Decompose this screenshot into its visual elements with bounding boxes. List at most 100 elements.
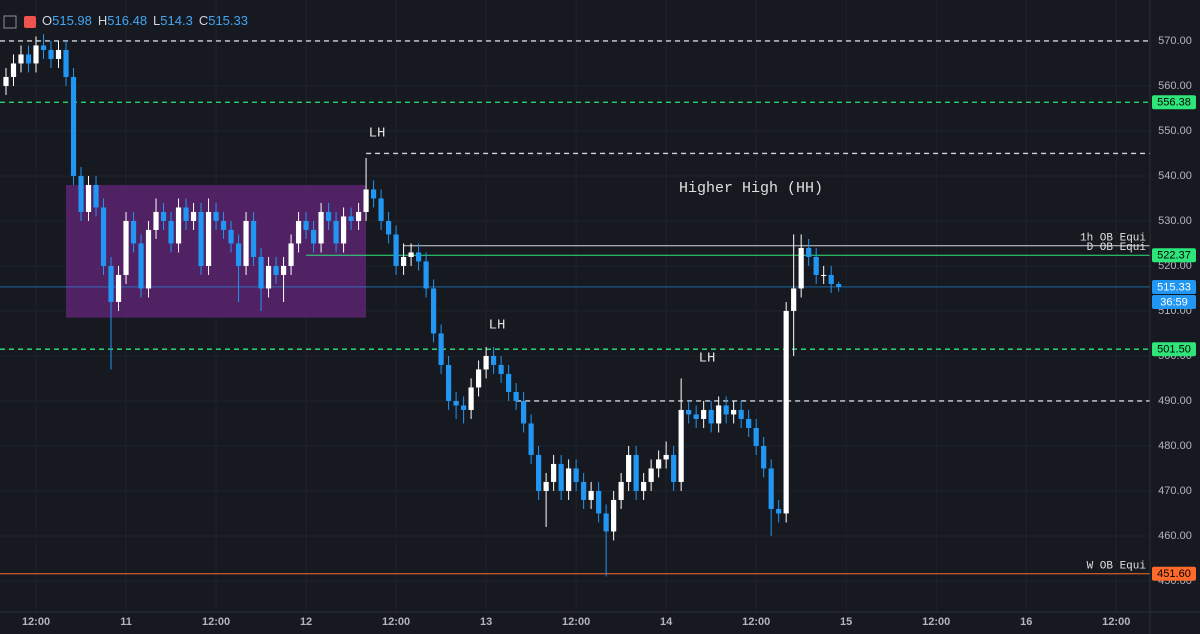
y-tick-label: 540.00 [1158, 170, 1192, 182]
candle-body [768, 468, 774, 509]
candle-body [618, 481, 624, 500]
candle-body [100, 207, 107, 266]
candle-body [220, 220, 227, 230]
candle-body [761, 445, 767, 469]
candle-body [93, 184, 99, 208]
y-tick-label: 460.00 [1158, 530, 1192, 542]
candle-body [3, 76, 9, 86]
ohlc-header: O515.98 H516.48 L514.3 C515.33 [42, 13, 248, 28]
candle-body [25, 54, 32, 64]
candle-body [153, 211, 159, 230]
candle-body [138, 243, 144, 289]
candle-body [821, 274, 827, 276]
level-label: D OB Equi [1087, 242, 1147, 254]
menu-icon[interactable] [3, 15, 17, 29]
candle-body [461, 405, 467, 410]
candle-body [130, 220, 137, 244]
candle-body [408, 252, 414, 257]
candle-body [235, 243, 242, 266]
candle-body [678, 409, 684, 482]
candle-body [753, 427, 759, 446]
candle-body [723, 405, 729, 415]
candle-body [828, 274, 834, 285]
candle-body [693, 414, 699, 419]
candle-body [596, 490, 602, 514]
annotation: Higher High (HH) [679, 180, 823, 197]
candle-body [588, 490, 594, 500]
y-tick-label: 520.00 [1158, 260, 1192, 272]
x-tick-label: 12:00 [922, 616, 950, 628]
candle-body [813, 256, 819, 275]
candle-body [641, 481, 647, 491]
x-tick-label: 12:00 [562, 616, 590, 628]
candle-body [783, 310, 789, 514]
candle-body [708, 409, 714, 424]
candle-body [198, 211, 204, 266]
candle-body [55, 49, 62, 59]
candle-body [551, 463, 557, 482]
candle-body [370, 189, 377, 199]
price-tag [1152, 95, 1196, 110]
y-tick-label: 570.00 [1158, 35, 1192, 47]
candle-body [483, 355, 489, 370]
axis-labels: 450.00460.00470.00480.00490.00500.00510.… [22, 35, 1192, 628]
x-tick-label: 11 [120, 616, 132, 628]
y-tick-label: 550.00 [1158, 125, 1192, 137]
candle-body [123, 220, 129, 275]
candle-body [573, 468, 579, 482]
candle-body [430, 288, 437, 334]
candle-body [686, 409, 692, 415]
candle-body [806, 247, 812, 257]
ohlc-value: 516.48 [107, 13, 147, 28]
candle-body [190, 211, 197, 221]
ohlc-value: 515.98 [52, 13, 92, 28]
candle-body [295, 220, 302, 244]
countdown-label: 36:59 [1160, 296, 1188, 308]
candle-body [70, 76, 77, 176]
price-tags: 556.38 522.37 501.50 451.60 515.33 36:59 [1152, 95, 1196, 581]
grid [0, 0, 1150, 612]
candle-body [476, 369, 482, 388]
candle-body [168, 220, 174, 244]
ohlc-key: O [42, 13, 52, 28]
candle-body [265, 265, 272, 289]
candle-body [280, 265, 287, 275]
x-tick-label: 12:00 [22, 616, 50, 628]
candle-body [438, 333, 444, 365]
candle-body [85, 184, 92, 212]
candle-body [160, 211, 167, 221]
annotation: LH [699, 351, 716, 367]
x-tick-label: 16 [1020, 616, 1032, 628]
ohlc-key: C [199, 13, 208, 28]
candle-body [303, 220, 309, 230]
candle-body [115, 274, 122, 302]
x-tick-label: 13 [480, 616, 492, 628]
y-tick-label: 530.00 [1158, 215, 1192, 227]
candle-body [423, 261, 429, 289]
candle-body [33, 45, 39, 64]
annotation: LH [489, 318, 506, 334]
candle-body [671, 454, 677, 482]
candle-body [400, 256, 407, 266]
annotation: LH [369, 126, 386, 142]
candle-body [393, 234, 399, 266]
candle-body [340, 216, 347, 244]
candle-body [10, 63, 17, 77]
candle-body [63, 49, 69, 77]
candle-body [498, 364, 504, 374]
price-tag-label: 522.37 [1157, 250, 1191, 262]
candle-body [536, 454, 542, 491]
price-tag [1152, 342, 1196, 357]
candle-body [611, 499, 617, 532]
candle-body [491, 355, 497, 365]
candle-body [528, 423, 534, 455]
ohlc-key: H [98, 13, 107, 28]
price-tag-label: 451.60 [1157, 568, 1191, 580]
candle-body [738, 409, 744, 419]
candle-body [175, 207, 182, 244]
candle-body [581, 481, 587, 500]
close-icon[interactable] [24, 16, 36, 28]
ohlc-text: O515.98 H516.48 L514.3 C515.33 [42, 13, 248, 28]
price-tag [1152, 566, 1196, 581]
y-tick-label: 470.00 [1158, 485, 1192, 497]
